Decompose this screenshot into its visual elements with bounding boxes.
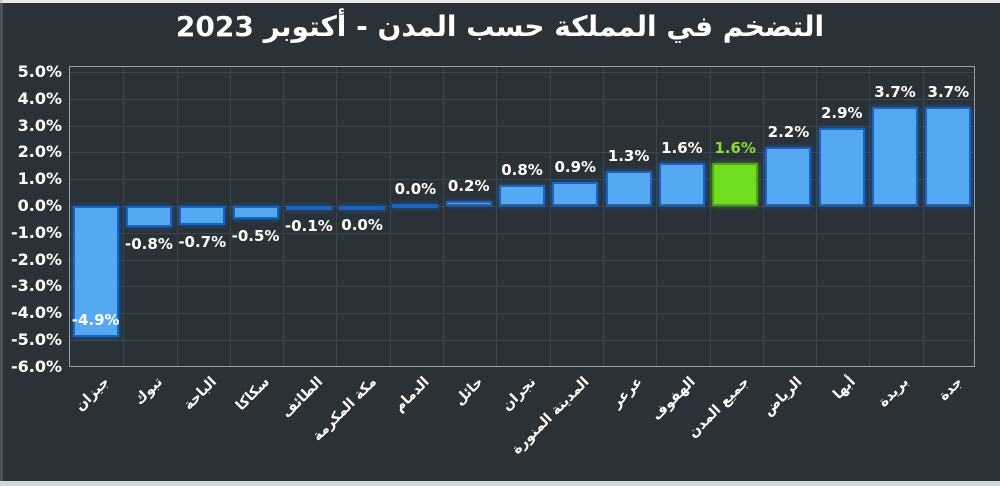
v-gridline [763, 67, 764, 366]
v-gridline [390, 67, 391, 366]
bar-buraidah [872, 106, 919, 206]
y-tick-label: 2.0% [17, 142, 62, 162]
x-axis-label-tabuk: تبوك [131, 374, 167, 409]
bar-makkah [339, 206, 386, 210]
bar-jeddah [925, 106, 972, 206]
v-gridline [336, 67, 337, 366]
v-gridline [177, 67, 178, 366]
bar-tabuk [125, 206, 172, 228]
value-label-makkah: 0.0% [341, 216, 383, 234]
value-label-all-cities: 1.6% [714, 139, 756, 158]
x-axis-label-jeddah: جدة [935, 374, 966, 405]
value-label-taif: -0.1% [284, 216, 333, 235]
value-label-buraidah: 3.7% [874, 82, 916, 101]
x-axis-label-arar: عرعر [608, 374, 646, 412]
v-gridline [230, 67, 231, 366]
v-gridline [550, 67, 551, 366]
value-label-jeddah: 3.7% [927, 82, 970, 101]
bar-taif [285, 206, 332, 210]
h-gridline [70, 179, 974, 181]
v-gridline [496, 67, 497, 366]
bar-riyadh [765, 147, 812, 206]
x-axis-label-hofuf: الهفوف [649, 374, 700, 424]
bar-arar [605, 171, 652, 206]
bar-dammam [392, 204, 439, 208]
h-gridline [70, 259, 974, 261]
x-axis-label-dammam: الدمام [391, 374, 433, 416]
v-gridline [923, 67, 924, 366]
h-gridline [70, 125, 974, 127]
x-axis-label-najran: نجران [499, 374, 540, 415]
x-axis-label-hail: حائل [451, 374, 487, 409]
x-axis-label-sakaka: سكاكا [232, 374, 273, 415]
bottom-edge-strip [0, 481, 1000, 486]
v-gridline [123, 67, 124, 366]
y-tick-label: -3.0% [10, 276, 62, 296]
h-gridline [70, 286, 974, 288]
bar-abha [818, 128, 865, 206]
x-axis-label-taif: الطائف [278, 374, 327, 422]
h-gridline [70, 313, 974, 315]
bar-najran [499, 184, 545, 206]
h-gridline [70, 206, 974, 207]
bar-all-cities [712, 163, 759, 206]
y-tick-label: -2.0% [10, 249, 62, 269]
h-gridline [70, 232, 974, 234]
value-label-arar: 1.3% [607, 147, 650, 166]
h-gridline [70, 98, 974, 100]
y-tick-label: 5.0% [17, 62, 62, 81]
x-axis-label-buraidah: بريدة [875, 374, 913, 411]
x-axis-label-abha: أبها [830, 374, 860, 403]
h-gridline [70, 340, 974, 341]
value-label-riyadh: 2.2% [767, 123, 810, 142]
y-tick-label: -6.0% [10, 356, 62, 376]
v-gridline [603, 67, 604, 366]
value-label-sakaka: -0.5% [231, 227, 280, 246]
v-gridline [443, 67, 444, 366]
y-tick-label: 4.0% [17, 88, 62, 108]
value-label-tabuk: -0.8% [125, 235, 173, 254]
bar-jizan [72, 206, 119, 338]
y-tick-label: 3.0% [17, 115, 62, 135]
y-tick-label: 1.0% [17, 169, 62, 189]
y-tick-label: 0.0% [17, 196, 62, 215]
x-axis-label-riyadh: الرياض [760, 374, 806, 420]
value-label-jizan: -4.9% [71, 311, 120, 330]
h-gridline [70, 152, 974, 154]
value-label-abha: 2.9% [820, 104, 863, 123]
x-axis-label-al-baha: الباحة [180, 374, 220, 414]
v-gridline [656, 67, 657, 366]
value-label-najran: 0.8% [501, 160, 543, 179]
bar-sakaka [232, 206, 279, 220]
bar-hofuf [658, 163, 705, 206]
v-gridline [710, 67, 711, 366]
y-tick-label: -1.0% [10, 222, 62, 242]
value-label-hail: 0.2% [447, 176, 490, 195]
y-tick-label: -5.0% [10, 330, 62, 349]
v-gridline [816, 67, 817, 366]
bar-al-baha [179, 206, 226, 225]
bar-madinah [552, 181, 599, 206]
value-label-hofuf: 1.6% [661, 139, 703, 158]
chart-title: التضخم في المملكة حسب المدن - أكتوبر 202… [175, 10, 825, 43]
left-edge-strip [0, 0, 3, 486]
value-label-madinah: 0.9% [554, 157, 597, 176]
x-axis-label-jizan: جيزان [72, 374, 113, 415]
h-gridline [70, 72, 974, 73]
value-label-al-baha: -0.7% [178, 232, 227, 251]
top-edge-strip [0, 0, 1000, 3]
v-gridline [869, 67, 870, 366]
v-gridline [283, 67, 284, 366]
bar-hail [445, 200, 492, 206]
value-label-dammam: 0.0% [394, 180, 437, 198]
y-tick-label: -4.0% [10, 303, 62, 323]
